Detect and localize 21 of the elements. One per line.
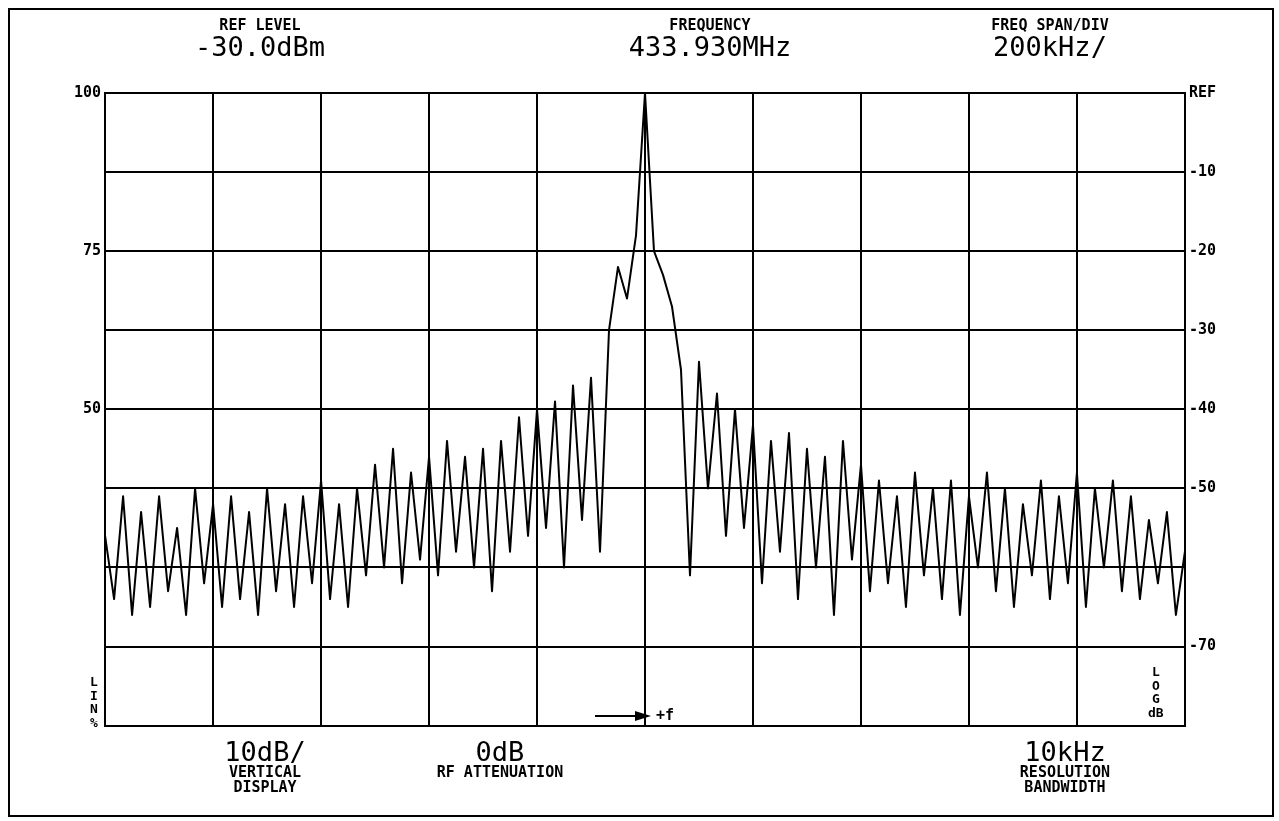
text: 200kHz/ <box>993 31 1108 62</box>
text: FREQUENCY <box>668 16 752 34</box>
y-axis-title: LOG dB <box>1148 664 1164 720</box>
y2-tick-label: 75 <box>83 241 102 260</box>
y-tick-label: -20 <box>1188 241 1216 260</box>
y-tick-label: -30 <box>1188 320 1216 339</box>
text: FREQ SPAN/DIV <box>990 16 1110 34</box>
text: REF LEVEL <box>218 16 302 34</box>
annotation: +f <box>656 706 675 724</box>
y-tick-label: -70 <box>1188 636 1216 655</box>
text: -30.0dBm <box>193 31 326 62</box>
y2-axis-title: LIN % <box>90 674 98 730</box>
y-tick-label: -50 <box>1188 478 1216 497</box>
text: RF ATTENUATION <box>435 763 565 781</box>
y2-tick-label: 50 <box>83 399 102 418</box>
y-tick-label: -10 <box>1188 161 1216 180</box>
text: 433.930MHz <box>627 31 793 62</box>
text: RESOLUTION BANDWIDTH <box>1018 763 1112 796</box>
y2-tick-label: 100 <box>74 82 102 101</box>
y-tick-label: REF <box>1188 82 1216 101</box>
y-tick-label: -40 <box>1188 399 1216 418</box>
